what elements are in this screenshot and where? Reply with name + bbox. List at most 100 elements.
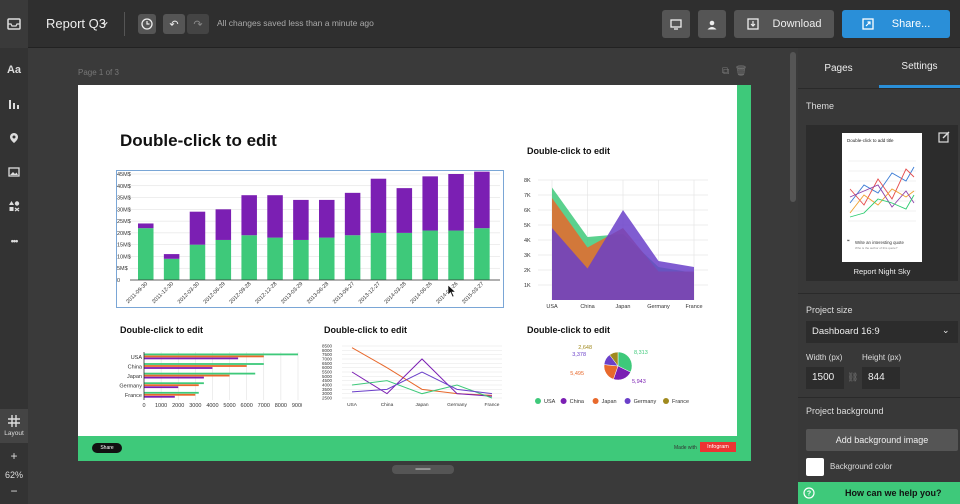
area-chart[interactable]: 8K 7K 6K 5K 4K 3K 2K 1K USA China Japan Germany Fran…	[522, 172, 712, 312]
redo-button[interactable]: ↷	[187, 14, 209, 34]
present-button[interactable]	[662, 10, 690, 38]
zoom-out-button[interactable]: −	[10, 484, 18, 498]
clock-icon	[141, 18, 153, 30]
x-tick-label: 7000	[258, 403, 270, 409]
bar-segment	[241, 235, 257, 280]
stacked-bar-chart[interactable]: 45M$ 40M$ 35M$ 30M$ 25M$ 20M$ 15M$ 10M$ 5M$ 0 2011…	[116, 170, 504, 308]
hbar-chart-title[interactable]: Double-click to edit	[120, 325, 204, 335]
x-tick-label: 2000	[172, 403, 184, 409]
zoom-level: 62%	[4, 470, 23, 480]
y-tick-label: 0	[117, 278, 120, 284]
bar-segment	[344, 192, 361, 236]
y-tick-label: France	[125, 393, 142, 399]
bar	[144, 382, 204, 385]
help-chat-button[interactable]: ? How can we help you?	[798, 482, 960, 504]
save-status: All changes saved less than a minute ago	[217, 18, 374, 28]
data-label: 3,378	[572, 352, 586, 358]
y-tick-label: 5K	[524, 223, 531, 229]
map-pin-icon	[10, 133, 18, 143]
y-tick-label: 5500	[322, 370, 333, 375]
bar-segment	[344, 235, 361, 280]
data-label: 8,313	[634, 350, 648, 356]
download-button[interactable]: Download	[734, 10, 834, 38]
history-button[interactable]	[138, 14, 156, 34]
y-tick-label: 2500	[322, 396, 333, 401]
edit-icon	[938, 131, 950, 143]
document-title[interactable]: Report Q3	[46, 16, 106, 31]
canvas-scrollbar[interactable]	[790, 52, 796, 202]
area-chart-title[interactable]: Double-click to edit	[527, 146, 611, 156]
height-input[interactable]: 844	[862, 367, 900, 389]
more-tools-button[interactable]: •••	[0, 227, 28, 255]
y-tick-label: 25M$	[117, 219, 131, 225]
bar-segment	[370, 178, 387, 233]
divider	[798, 397, 960, 398]
text-tool-button[interactable]: Aa	[0, 56, 28, 84]
legend-swatch	[560, 398, 567, 404]
map-tool-button[interactable]	[0, 124, 28, 152]
x-tick-label: France	[685, 304, 702, 310]
x-tick-label: 2012-06-29	[203, 281, 227, 305]
collaborators-button[interactable]	[698, 10, 726, 38]
bar	[144, 367, 213, 369]
line-chart-title[interactable]: Double-click to edit	[324, 325, 408, 335]
tab-pages[interactable]: Pages	[798, 48, 879, 88]
y-tick-label: 5M$	[117, 266, 128, 272]
x-tick-label: 9000	[292, 403, 302, 409]
layout-label: Layout	[4, 430, 24, 437]
layout-button[interactable]: Layout	[0, 409, 28, 443]
edit-theme-icon[interactable]	[938, 131, 950, 146]
x-tick-label: 2013-06-28	[306, 281, 330, 305]
data-label: 2,648	[578, 345, 592, 351]
legend-label: China	[570, 399, 585, 405]
redo-icon: ↷	[193, 18, 203, 31]
x-tick-label: 2014-06-26	[409, 281, 433, 305]
zoom-in-button[interactable]: +	[10, 449, 18, 463]
footer-share-button[interactable]: Share	[92, 443, 122, 453]
background-color-swatch[interactable]	[806, 458, 824, 476]
y-tick-label: 7K	[524, 193, 531, 199]
tab-settings[interactable]: Settings	[879, 48, 960, 88]
line-chart[interactable]: 8500800075007000650060005500500045004000…	[320, 342, 506, 412]
resize-handle[interactable]: ═══	[392, 465, 454, 474]
download-icon	[746, 18, 759, 30]
shapes-tool-button[interactable]	[0, 192, 28, 220]
undo-button[interactable]: ↶	[163, 14, 185, 34]
project-size-select[interactable]: Dashboard 16:9	[806, 321, 958, 343]
main-title[interactable]: Double-click to edit	[120, 131, 277, 150]
more-icon: •••	[10, 236, 19, 246]
image-tool-button[interactable]	[0, 158, 28, 186]
page-footer	[78, 436, 737, 461]
duplicate-icon[interactable]: ⧉	[722, 66, 730, 77]
y-tick-label: 30M$	[117, 207, 131, 213]
bar-segment	[422, 176, 438, 231]
bar-segment	[448, 230, 464, 280]
chevron-down-icon[interactable]: ⌄	[100, 14, 111, 28]
chart-tool-button[interactable]	[0, 90, 28, 118]
bar-segment	[319, 199, 335, 238]
bar-segment	[215, 209, 232, 240]
theme-thumbnail[interactable]: Double-click to add title ❝ Write an int…	[842, 133, 922, 262]
add-background-image-button[interactable]: Add background image	[806, 429, 958, 451]
pie-chart-title[interactable]: Double-click to edit	[527, 325, 611, 335]
width-input[interactable]: 1500	[806, 367, 844, 389]
horizontal-bar-chart[interactable]: 0 1000 2000 3000 4000 5000 6000 7000 8000 9000 USA…	[116, 342, 302, 412]
bar-segment	[474, 171, 490, 229]
x-tick-label: 2013-12-27	[358, 281, 382, 305]
chevron-down-icon: ⌄	[942, 325, 950, 335]
bar-segment	[163, 258, 180, 280]
bar-segment	[396, 232, 413, 280]
bar-segment	[293, 199, 309, 240]
trash-icon[interactable]: 🗑	[734, 66, 748, 77]
y-tick-label: 4500	[322, 378, 333, 383]
y-tick-label: 35M$	[117, 196, 131, 202]
home-button[interactable]	[0, 0, 28, 48]
y-tick-label: Germany	[119, 384, 142, 390]
link-icon[interactable]: ⛓	[847, 372, 859, 382]
legend-label: France	[672, 399, 689, 405]
y-tick-label: 15M$	[117, 243, 131, 249]
pie-slice	[609, 351, 619, 367]
thumb-author: Who is the author of this quote?	[855, 246, 898, 250]
share-button[interactable]: Share...	[842, 10, 950, 38]
